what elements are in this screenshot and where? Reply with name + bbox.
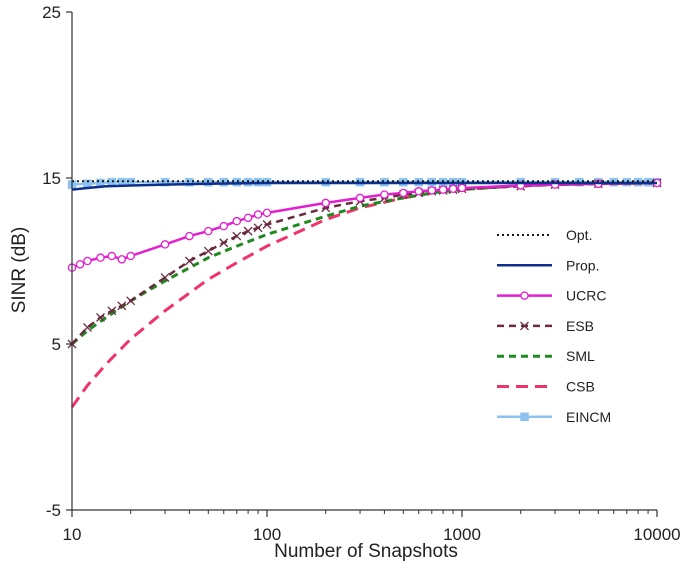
data-point-esb <box>203 246 213 256</box>
data-point-ucrc <box>75 260 85 269</box>
y-tick-label: 25 <box>42 3 61 22</box>
legend-label-prop: Prop. <box>566 257 599 273</box>
data-point-esb <box>117 301 127 311</box>
data-point-ucrc <box>355 193 365 203</box>
series-line-csb <box>70 181 658 408</box>
x-tick-label: 100 <box>253 525 281 544</box>
x-tick-label: 10000 <box>633 525 680 544</box>
data-point-eincm <box>160 177 170 187</box>
y-tick-label: -5 <box>46 501 61 520</box>
legend-item-eincm: EINCM <box>497 409 611 425</box>
data-point-ucrc <box>219 221 228 231</box>
series-line-sml <box>71 181 658 346</box>
data-point-esb <box>219 238 229 248</box>
data-point-ucrc <box>83 256 92 266</box>
y-tick-label: 5 <box>52 335 61 354</box>
data-point-ucrc <box>253 210 263 219</box>
legend-marker-eincm <box>520 412 529 422</box>
legend-label-eincm: EINCM <box>566 409 611 425</box>
data-point-ucrc <box>438 185 448 194</box>
x-axis-title: Number of Snapshots <box>274 541 458 562</box>
data-point-esb <box>126 296 136 306</box>
data-point-ucrc <box>107 251 117 261</box>
data-point-ucrc <box>414 187 423 196</box>
x-tick-label: 1000 <box>443 525 481 544</box>
series-line-ucrc <box>71 181 658 269</box>
legend: Opt. Prop. UCRC ESB SML CSB EINCM <box>497 227 611 425</box>
data-point-esb <box>107 306 117 316</box>
data-point-esb <box>262 220 272 229</box>
data-point-ucrc <box>399 188 408 198</box>
series-csb <box>70 181 658 408</box>
series-ucrc <box>67 178 662 272</box>
legend-label-esb: ESB <box>566 318 594 334</box>
legend-label-ucrc: UCRC <box>566 288 606 304</box>
data-point-ucrc <box>448 184 458 194</box>
data-point-ucrc <box>96 253 105 262</box>
series-sml <box>71 181 658 346</box>
y-axis-title: SINR (dB) <box>9 227 30 314</box>
data-point-esb <box>253 223 263 233</box>
legend-item-opt: Opt. <box>497 227 592 243</box>
legend-item-esb: ESB <box>497 318 594 334</box>
legend-label-sml: SML <box>566 348 595 364</box>
data-point-esb <box>160 273 170 283</box>
data-point-ucrc <box>321 198 330 208</box>
data-point-esb <box>184 256 194 266</box>
data-point-ucrc <box>160 240 170 249</box>
data-point-esb <box>243 226 253 236</box>
legend-item-ucrc: UCRC <box>497 288 606 304</box>
data-point-ucrc <box>427 186 437 195</box>
x-tick-label: 10 <box>63 525 82 544</box>
data-point-ucrc <box>204 226 213 236</box>
tick-labels: -5 5 15 25 10 100 1000 10000 <box>42 3 681 544</box>
data-point-ucrc <box>126 251 135 261</box>
data-point-ucrc <box>117 255 127 264</box>
data-point-ucrc <box>457 183 467 193</box>
legend-label-opt: Opt. <box>566 227 592 243</box>
series-layer <box>67 177 662 408</box>
legend-marker-esb <box>520 321 529 331</box>
data-point-ucrc <box>380 190 389 199</box>
legend-item-prop: Prop. <box>497 257 599 273</box>
data-point-ucrc <box>232 216 242 226</box>
data-point-esb <box>82 322 92 332</box>
legend-marker-ucrc <box>520 291 529 300</box>
data-point-esb <box>96 312 105 322</box>
series-prop <box>71 181 657 191</box>
legend-item-sml: SML <box>497 348 595 364</box>
data-point-ucrc <box>243 213 253 223</box>
legend-label-csb: CSB <box>566 379 595 395</box>
data-point-ucrc <box>262 208 272 218</box>
legend-item-csb: CSB <box>497 379 595 395</box>
y-tick-label: 15 <box>42 169 61 188</box>
data-point-esb <box>232 231 242 241</box>
data-point-ucrc <box>185 231 194 241</box>
series-line-prop <box>71 181 657 191</box>
axes-layer <box>66 11 658 517</box>
